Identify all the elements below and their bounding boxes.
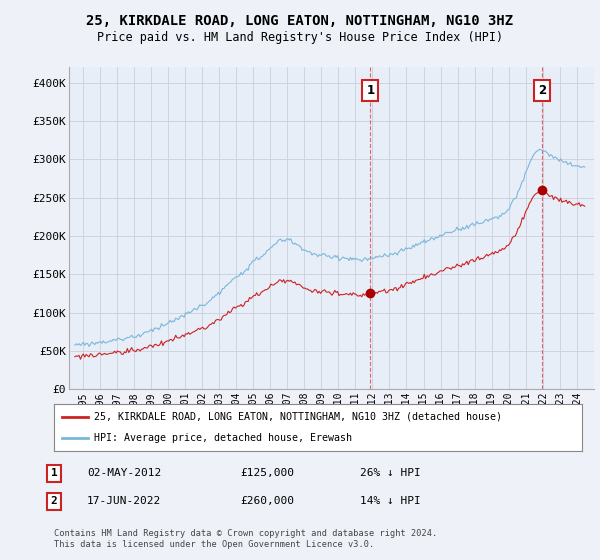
Text: 1: 1 (50, 468, 58, 478)
Text: 2: 2 (50, 496, 58, 506)
Text: 2: 2 (538, 83, 546, 97)
Text: 25, KIRKDALE ROAD, LONG EATON, NOTTINGHAM, NG10 3HZ: 25, KIRKDALE ROAD, LONG EATON, NOTTINGHA… (86, 14, 514, 28)
Text: 26% ↓ HPI: 26% ↓ HPI (360, 468, 421, 478)
Text: 14% ↓ HPI: 14% ↓ HPI (360, 496, 421, 506)
Text: 1: 1 (366, 83, 374, 97)
Text: £260,000: £260,000 (240, 496, 294, 506)
Text: 02-MAY-2012: 02-MAY-2012 (87, 468, 161, 478)
Text: HPI: Average price, detached house, Erewash: HPI: Average price, detached house, Erew… (94, 433, 352, 444)
Text: 25, KIRKDALE ROAD, LONG EATON, NOTTINGHAM, NG10 3HZ (detached house): 25, KIRKDALE ROAD, LONG EATON, NOTTINGHA… (94, 412, 502, 422)
Text: Price paid vs. HM Land Registry's House Price Index (HPI): Price paid vs. HM Land Registry's House … (97, 31, 503, 44)
Text: 17-JUN-2022: 17-JUN-2022 (87, 496, 161, 506)
Text: Contains HM Land Registry data © Crown copyright and database right 2024.
This d: Contains HM Land Registry data © Crown c… (54, 529, 437, 549)
Text: £125,000: £125,000 (240, 468, 294, 478)
